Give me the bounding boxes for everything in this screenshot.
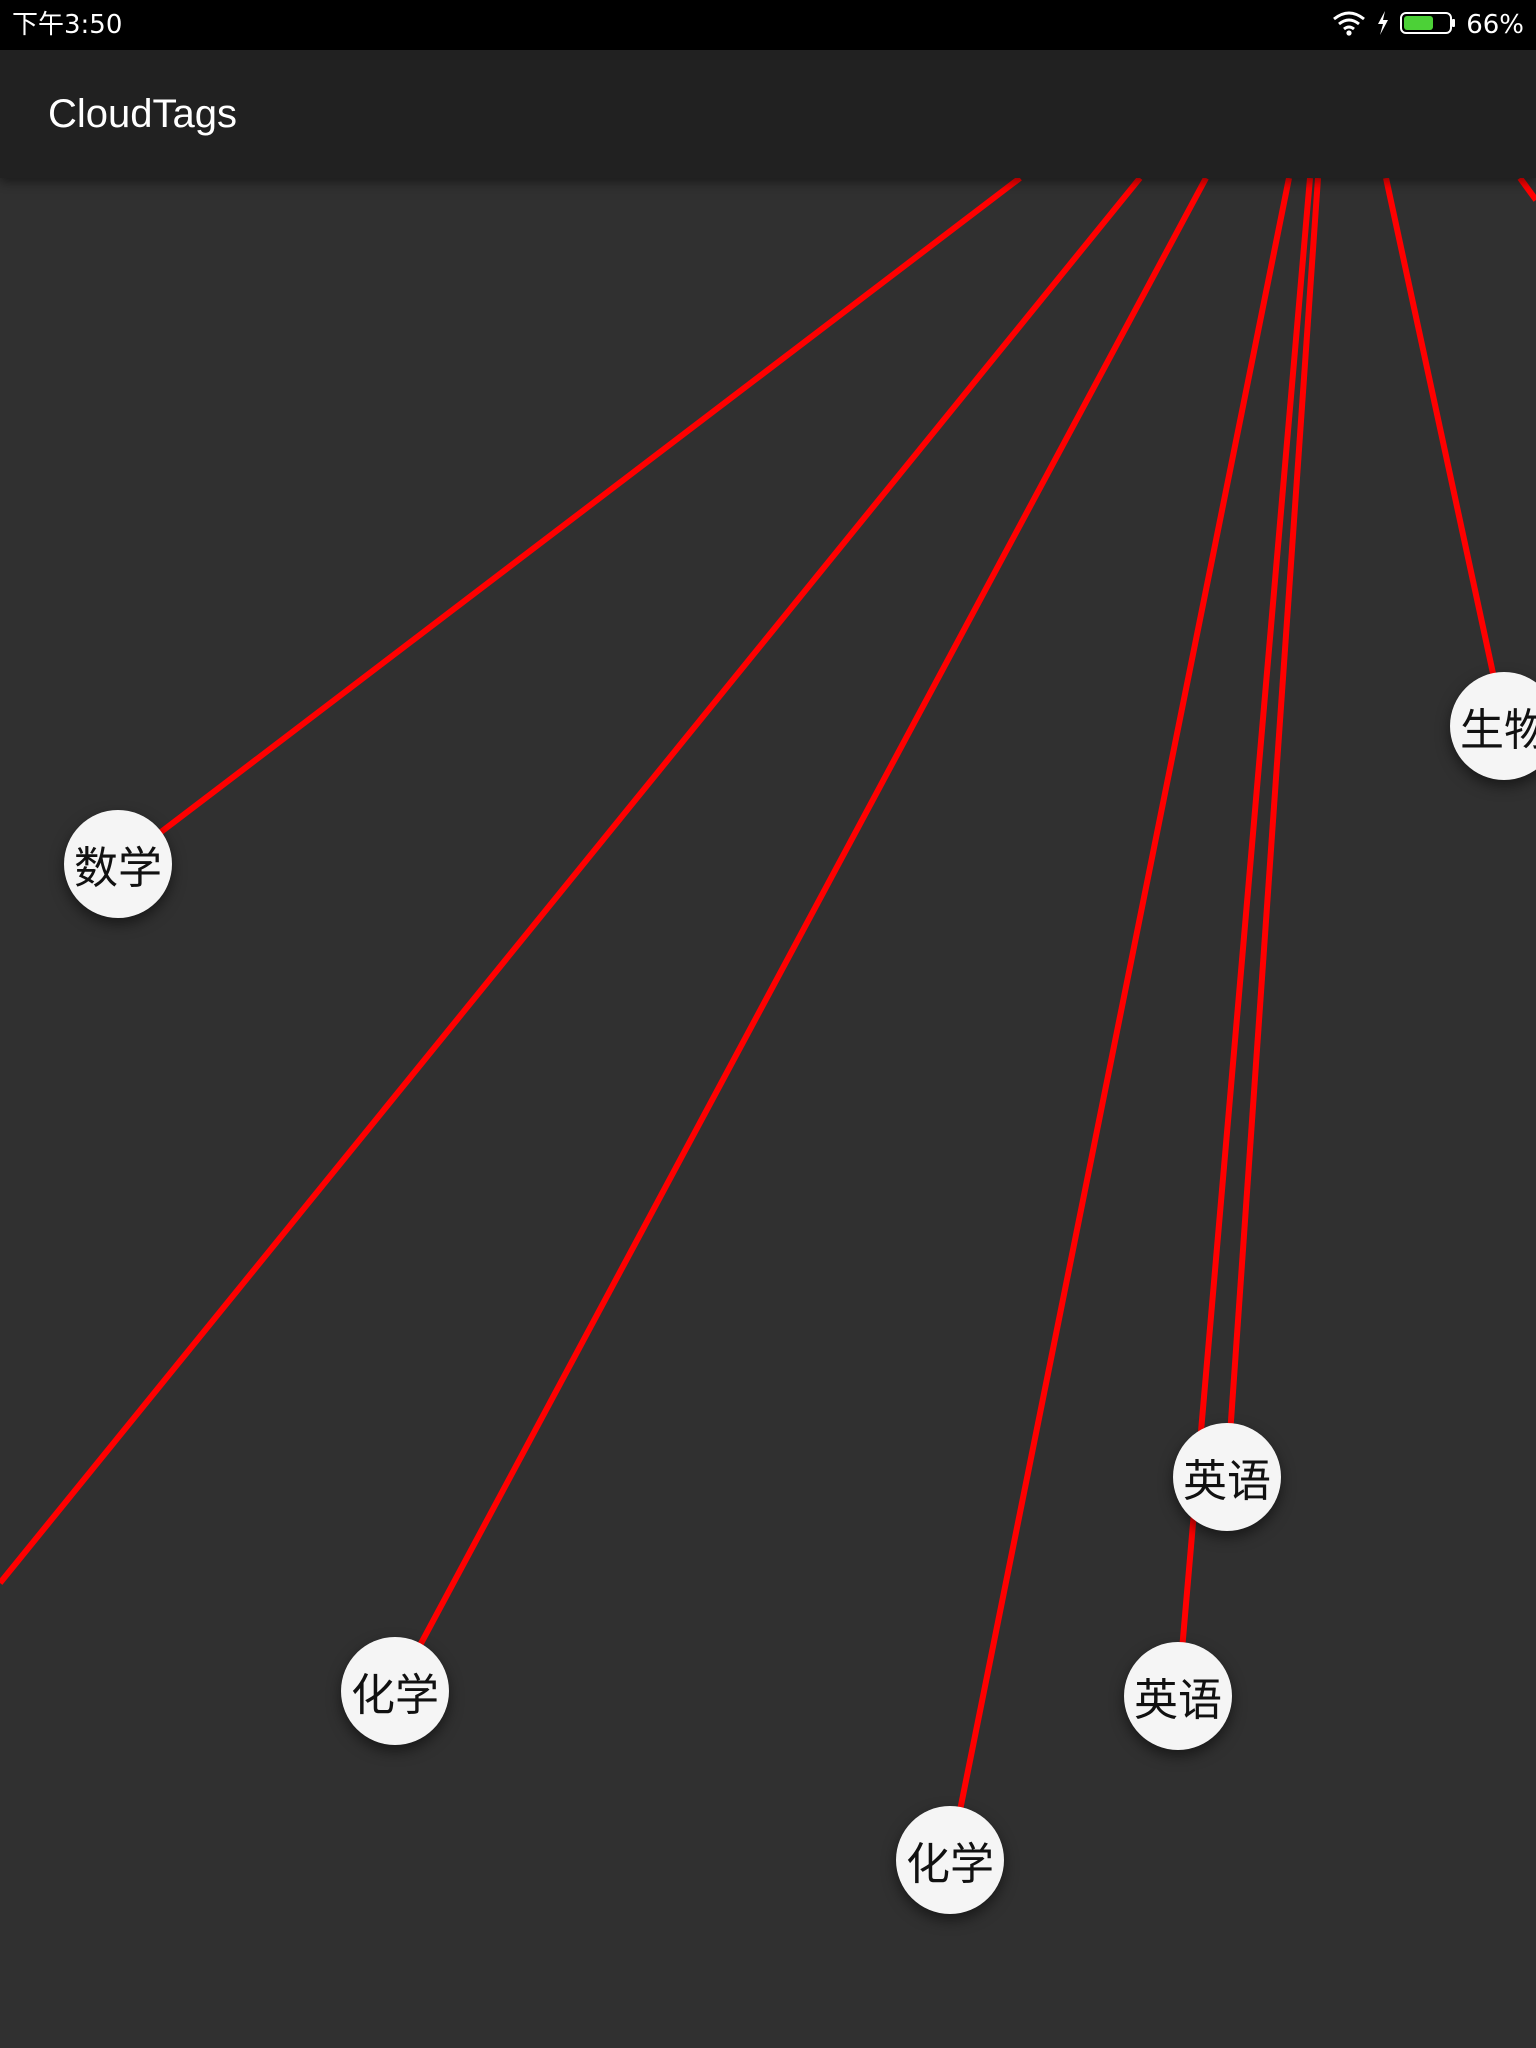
charging-bolt-icon (1376, 11, 1390, 39)
tag-biology[interactable]: 生物 (1450, 672, 1536, 780)
tag-line (1224, 178, 1321, 1479)
tag-line (392, 178, 1209, 1694)
tag-chemistry[interactable]: 化学 (896, 1806, 1004, 1914)
status-bar: 下午3:50 66% (0, 0, 1536, 50)
tag-line (947, 178, 1292, 1861)
battery-icon (1400, 11, 1456, 39)
tag-line (1517, 178, 1536, 202)
tag-label: 数学 (74, 843, 162, 894)
battery-percentage: 66% (1466, 10, 1524, 40)
tag-line (0, 178, 1143, 1585)
app-bar: CloudTags (0, 50, 1536, 178)
tag-label: 化学 (906, 1839, 994, 1890)
tag-line (117, 178, 1022, 867)
tag-line (1383, 178, 1497, 679)
tag-math[interactable]: 数学 (64, 810, 172, 918)
tag-cloud-canvas: 数学 生物 英语 化学 英语 化学 (0, 178, 1536, 2048)
tag-label: 英语 (1134, 1675, 1222, 1726)
tag-english[interactable]: 英语 (1173, 1423, 1281, 1531)
tag-label: 化学 (351, 1670, 439, 1721)
tag-label: 英语 (1183, 1456, 1271, 1507)
tag-label: 生物 (1460, 705, 1536, 756)
wifi-icon (1332, 10, 1366, 40)
tag-lines (0, 178, 1536, 1861)
status-time: 下午3:50 (12, 10, 123, 40)
app-title: CloudTags (48, 92, 238, 136)
tag-english[interactable]: 英语 (1124, 1642, 1232, 1750)
tag-chemistry[interactable]: 化学 (341, 1637, 449, 1745)
status-icons: 66% (1332, 9, 1524, 41)
